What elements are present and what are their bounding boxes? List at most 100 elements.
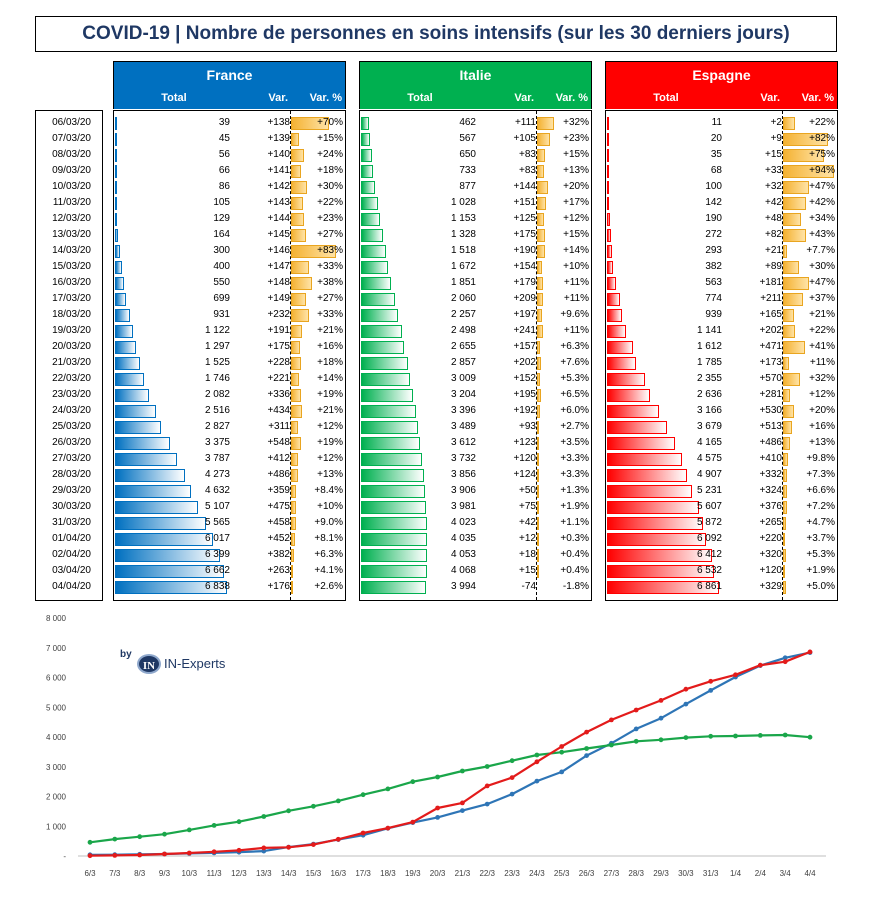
pct-value: +27%: [317, 229, 343, 240]
var-value: +412: [267, 453, 290, 464]
var-value: +120: [759, 565, 782, 576]
date-cell: 18/03/20: [52, 309, 91, 320]
data-point-espagne: [360, 830, 366, 836]
variation-divider: [536, 111, 537, 600]
var-value: +475: [267, 501, 290, 512]
table-row: 105 +143 +22%: [114, 195, 345, 211]
date-cell: 20/03/20: [52, 341, 91, 352]
table-row: 4 053 +18 +0.4%: [360, 547, 591, 563]
total-value: 3 375: [204, 437, 230, 448]
data-point-espagne: [534, 759, 540, 765]
pct-bar: [783, 261, 800, 274]
total-bar: [361, 277, 392, 290]
pct-bar: [291, 389, 302, 402]
pct-value: +10%: [563, 261, 589, 272]
var-value: +202: [513, 357, 536, 368]
total-bar: [115, 437, 171, 450]
pct-bar: [291, 501, 297, 514]
date-cell: 30/03/20: [52, 501, 91, 512]
var-value: +15: [519, 565, 536, 576]
table-row: 3 906 +50 +1.3%: [360, 483, 591, 499]
data-point-espagne: [733, 672, 738, 678]
data-point-espagne: [708, 678, 714, 684]
table-row: 3 679 +513 +16%: [606, 419, 837, 435]
pct-value: +15%: [563, 149, 589, 160]
pct-bar: [291, 373, 299, 386]
table-row: 142 +42 +42%: [606, 195, 837, 211]
total-value: 45: [218, 133, 230, 144]
total-bar: [607, 485, 693, 498]
x-tick-label: 31/3: [703, 869, 719, 878]
table-row: 931 +232 +33%: [114, 307, 345, 323]
total-bar: [607, 245, 612, 258]
total-bar: [115, 325, 134, 338]
pct-bar: [537, 373, 540, 386]
pct-value: +11%: [563, 325, 589, 336]
pct-value: +19%: [317, 389, 343, 400]
total-value: 4 632: [204, 485, 230, 496]
var-value: +410: [759, 453, 782, 464]
table-row: 3 612 +123 +3.5%: [360, 435, 591, 451]
pct-bar: [291, 149, 304, 162]
date-cell: 16/03/20: [52, 277, 91, 288]
column-header-row: Total Var. Var. %: [113, 87, 346, 109]
data-point-espagne: [335, 836, 341, 842]
table-row: 1 028 +151 +17%: [360, 195, 591, 211]
var-value: +123: [513, 437, 536, 448]
total-bar: [361, 341, 405, 354]
logo-by-text: by: [120, 649, 132, 660]
pct-value: +15%: [317, 133, 343, 144]
data-point-italie: [683, 735, 689, 740]
var-value: +125: [513, 213, 536, 224]
pct-bar: [783, 357, 789, 370]
table-row: 190 +48 +34%: [606, 211, 837, 227]
total-bar: [607, 229, 612, 242]
icu-line-chart: - 1 000 2 000 3 000 4 000 5 000 6 000 7 000 8 00…: [46, 614, 826, 878]
total-bar: [361, 453, 422, 466]
data-point-italie: [162, 831, 167, 837]
var-value: +513: [759, 421, 782, 432]
pct-bar: [537, 277, 543, 290]
pct-bar: [537, 261, 543, 274]
total-bar: [607, 437, 675, 450]
total-value: 1 153: [450, 213, 476, 224]
total-value: 2 857: [450, 357, 476, 368]
total-value: 4 023: [450, 517, 476, 528]
pct-bar: [783, 325, 795, 338]
x-tick-label: 17/3: [355, 869, 371, 878]
pct-bar: [291, 197, 303, 210]
var-value: +570: [759, 373, 782, 384]
var-value: +548: [267, 437, 290, 448]
pct-value: +21%: [809, 309, 835, 320]
pct-bar: [783, 197, 806, 210]
pct-value: +12%: [317, 421, 343, 432]
data-point-italie: [435, 774, 440, 780]
pct-bar: [783, 149, 824, 162]
var-value: +192: [513, 405, 536, 416]
total-bar: [115, 261, 122, 274]
table-row: 4 273 +486 +13%: [114, 467, 345, 483]
x-tick-label: 22/3: [479, 869, 495, 878]
total-bar: [607, 421, 668, 434]
series-line-espagne: [89, 650, 811, 857]
total-bar: [115, 581, 227, 594]
table-row: 2 498 +241 +11%: [360, 323, 591, 339]
pct-value: +75%: [809, 149, 835, 160]
var-value: +173: [759, 357, 782, 368]
pct-bar: [783, 341, 806, 354]
total-value: 2 082: [204, 389, 230, 400]
pct-value: +11%: [809, 357, 835, 368]
total-bar: [361, 245, 386, 258]
pct-bar: [783, 213, 802, 226]
table-row: 1 851 +179 +11%: [360, 275, 591, 291]
total-bar: [361, 501, 426, 514]
y-tick-label: -: [63, 852, 66, 861]
var-value: +140: [267, 149, 290, 160]
total-value: 3 166: [696, 405, 722, 416]
total-value: 567: [459, 133, 476, 144]
total-value: 6 017: [204, 533, 230, 544]
data-point-france: [509, 791, 515, 797]
total-bar: [607, 405, 659, 418]
pct-value: +32%: [563, 117, 589, 128]
total-value: 3 994: [450, 581, 476, 592]
